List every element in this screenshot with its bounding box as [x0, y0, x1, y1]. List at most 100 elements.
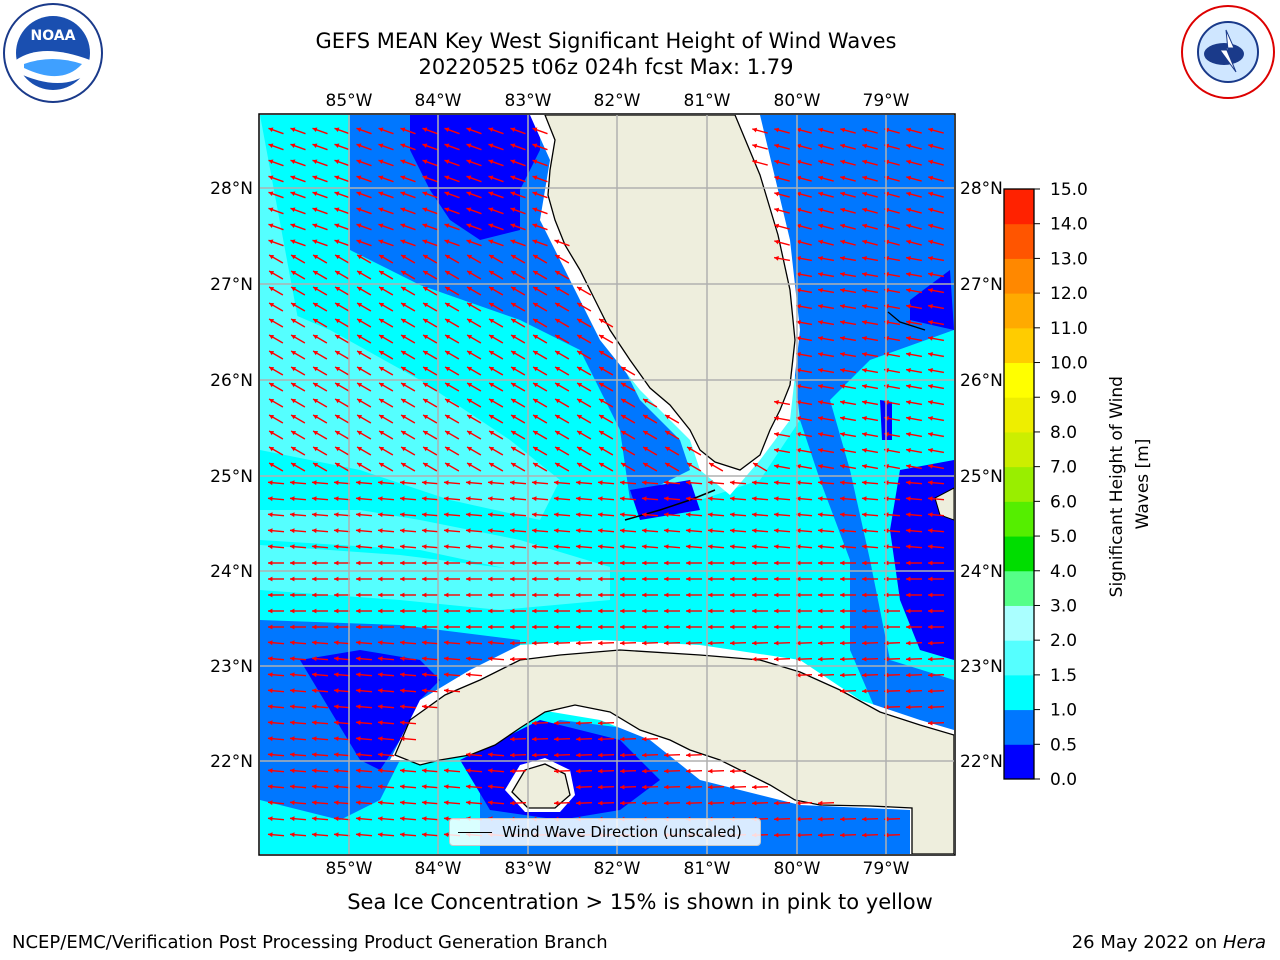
wind-wave-arrowhead — [752, 656, 757, 662]
wind-wave-arrowhead — [356, 816, 361, 822]
wind-wave-arrowhead — [356, 704, 361, 710]
wind-wave-arrowhead — [466, 784, 471, 790]
wind-wave-arrowhead — [554, 512, 559, 518]
wind-wave-arrowhead — [928, 191, 934, 197]
wind-wave-arrowhead — [423, 367, 429, 372]
wind-wave-arrowhead — [400, 239, 406, 244]
wind-wave-arrowhead — [422, 175, 428, 180]
wind-wave-arrowhead — [269, 303, 275, 308]
wind-wave-arrowhead — [840, 256, 845, 261]
wind-wave-arrowhead — [312, 752, 317, 758]
wind-wave-arrowhead — [796, 832, 801, 838]
wind-wave-arrowhead — [312, 784, 317, 790]
wind-wave-arrowhead — [533, 303, 539, 308]
wind-wave-arrowhead — [840, 400, 845, 405]
wind-wave-arrowhead — [686, 768, 691, 774]
wind-wave-arrowhead — [928, 608, 933, 614]
wind-wave-arrowhead — [466, 127, 472, 132]
wind-wave-arrowhead — [466, 752, 471, 758]
wind-wave-arrowhead — [774, 416, 779, 421]
field-0.0-0.5-southwest — [300, 650, 440, 770]
wind-wave-arrowhead — [269, 335, 275, 340]
wind-wave-arrowhead — [379, 351, 385, 356]
wind-wave-arrowhead — [620, 512, 625, 518]
wind-wave-arrowhead — [357, 383, 363, 388]
wind-wave-arrowhead — [533, 447, 539, 452]
wind-wave-arrowhead — [818, 175, 824, 181]
wind-wave-arrowhead — [906, 624, 911, 630]
wind-wave-arrowhead — [862, 207, 868, 213]
wind-wave-arrowhead — [467, 335, 473, 340]
wind-wave-arrowhead — [576, 800, 581, 806]
wind-wave-arrowhead — [665, 431, 671, 436]
wind-wave-arrowhead — [511, 319, 517, 324]
wind-wave-arrowhead — [268, 480, 273, 486]
wind-wave-arrowhead — [906, 592, 911, 598]
wind-wave-arrowhead — [466, 143, 472, 148]
wind-wave-arrowhead — [269, 351, 275, 356]
wind-wave-arrowhead — [290, 127, 296, 132]
wind-wave-arrowhead — [643, 447, 649, 452]
wind-wave-arrowhead — [488, 512, 493, 518]
wind-wave-arrowhead — [533, 335, 539, 340]
wind-wave-arrowhead — [906, 544, 911, 550]
wind-wave-arrowhead — [444, 640, 449, 646]
wind-wave-arrowhead — [928, 239, 934, 245]
wind-wave-arrowhead — [510, 496, 515, 502]
wind-wave-arrowhead — [379, 383, 385, 388]
wind-wave-arrowhead — [357, 415, 363, 420]
wind-wave-arrowhead — [796, 576, 801, 582]
wind-wave-arrowhead — [862, 624, 867, 630]
wind-wave-arrowhead — [840, 304, 845, 309]
wind-wave-arrowhead — [532, 736, 537, 742]
wind-wave-arrowhead — [357, 319, 363, 324]
wind-wave-arrowhead — [576, 592, 581, 598]
wind-wave-arrowhead — [555, 447, 561, 452]
wind-wave-arrowhead — [928, 432, 933, 437]
wind-wave-arrowhead — [928, 400, 933, 405]
wind-wave-arrowhead — [334, 576, 339, 582]
wind-wave-arrowhead — [818, 143, 824, 149]
wind-wave-arrowhead — [796, 640, 801, 646]
wind-wave-arrowhead — [906, 704, 911, 710]
wind-wave-arrowhead — [928, 720, 933, 726]
wind-wave-arrowhead — [928, 143, 934, 149]
wind-wave-arrowhead — [906, 448, 911, 453]
wind-wave-arrowhead — [686, 528, 691, 534]
lat-label: 25°N — [960, 467, 1003, 487]
footer-date-text: 26 May 2022 on — [1071, 932, 1223, 953]
wind-wave-arrowhead — [357, 287, 363, 292]
wind-wave-arrowhead — [290, 143, 296, 148]
wind-wave-arrowhead — [598, 640, 603, 646]
wind-wave-arrowhead — [862, 640, 867, 646]
wind-wave-arrowhead — [290, 656, 295, 662]
wind-wave-arrowhead — [554, 640, 559, 646]
wind-wave-arrowhead — [357, 463, 363, 468]
wind-wave-arrowhead — [268, 784, 273, 790]
wind-wave-arrowhead — [335, 303, 341, 308]
wind-wave-arrowhead — [488, 496, 493, 502]
wind-wave-arrowhead — [268, 640, 273, 646]
wind-wave-arrowhead — [510, 239, 516, 244]
wind-wave-arrowhead — [268, 576, 273, 582]
wind-wave-arrowhead — [422, 672, 427, 678]
wind-wave-arrowhead — [290, 528, 295, 534]
colorbar-segment — [1004, 570, 1034, 606]
wind-wave-arrowhead — [488, 528, 493, 534]
wind-wave-arrowhead — [313, 319, 319, 324]
wind-wave-arrowhead — [906, 400, 911, 405]
colorbar-tick-label: 15.0 — [1050, 180, 1088, 200]
wind-wave-arrowhead — [268, 528, 273, 534]
wind-wave-arrowhead — [334, 143, 340, 148]
wind-wave-arrowhead — [862, 688, 867, 694]
lat-labels-left: 28°N 27°N 26°N 25°N 24°N 23°N 22°N — [210, 179, 253, 772]
wind-wave-arrowhead — [334, 672, 339, 678]
wind-wave-arrowhead — [620, 752, 625, 758]
wind-wave-arrowhead — [488, 800, 493, 806]
wind-wave-arrowhead — [313, 287, 319, 292]
lon-label: 81°W — [684, 91, 731, 111]
wind-wave-arrowhead — [489, 303, 495, 308]
wind-wave-arrowhead — [642, 496, 647, 502]
wind-wave-arrowhead — [730, 800, 735, 806]
wind-wave-arrowhead — [378, 223, 384, 228]
